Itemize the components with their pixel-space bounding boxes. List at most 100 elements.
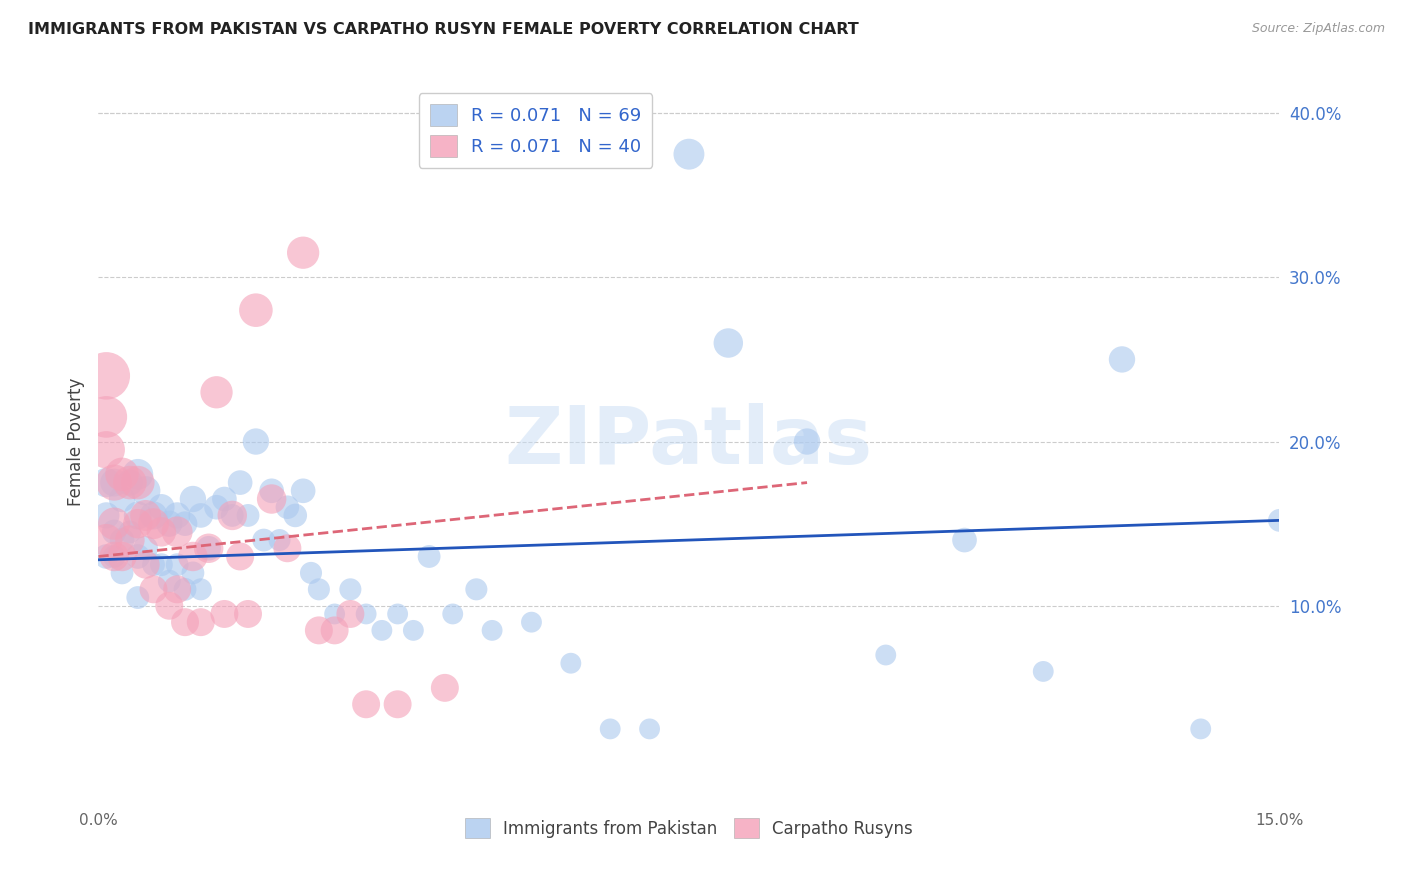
Point: [284, 508, 307, 523]
Point: [269, 533, 291, 547]
Point: [308, 624, 330, 638]
Point: [245, 434, 267, 449]
Point: [174, 516, 197, 531]
Point: [387, 607, 409, 621]
Point: [308, 582, 330, 597]
Point: [276, 500, 298, 515]
Point: [111, 533, 134, 547]
Y-axis label: Female Poverty: Female Poverty: [66, 377, 84, 506]
Point: [135, 558, 157, 572]
Point: [135, 508, 157, 523]
Point: [229, 475, 252, 490]
Point: [465, 582, 488, 597]
Point: [1032, 665, 1054, 679]
Point: [150, 500, 173, 515]
Point: [118, 475, 141, 490]
Point: [111, 491, 134, 506]
Point: [221, 508, 243, 523]
Point: [157, 574, 180, 588]
Point: [260, 491, 283, 506]
Point: [166, 582, 188, 597]
Point: [678, 147, 700, 161]
Point: [135, 541, 157, 556]
Point: [599, 722, 621, 736]
Point: [96, 508, 118, 523]
Point: [418, 549, 440, 564]
Point: [127, 516, 149, 531]
Point: [214, 491, 236, 506]
Point: [354, 607, 377, 621]
Point: [371, 624, 394, 638]
Point: [142, 508, 165, 523]
Point: [103, 475, 125, 490]
Point: [166, 558, 188, 572]
Point: [339, 582, 361, 597]
Point: [875, 648, 897, 662]
Point: [292, 245, 315, 260]
Point: [253, 533, 276, 547]
Point: [127, 549, 149, 564]
Point: [197, 541, 219, 556]
Point: [150, 558, 173, 572]
Point: [174, 615, 197, 630]
Point: [1189, 722, 1212, 736]
Point: [103, 524, 125, 539]
Point: [229, 549, 252, 564]
Point: [481, 624, 503, 638]
Point: [717, 336, 740, 351]
Point: [205, 385, 228, 400]
Point: [103, 475, 125, 490]
Point: [190, 582, 212, 597]
Point: [166, 508, 188, 523]
Point: [339, 607, 361, 621]
Point: [323, 607, 346, 621]
Point: [181, 549, 204, 564]
Point: [127, 467, 149, 482]
Point: [197, 541, 219, 556]
Point: [111, 566, 134, 580]
Point: [560, 657, 582, 671]
Point: [190, 615, 212, 630]
Point: [103, 549, 125, 564]
Point: [354, 698, 377, 712]
Point: [402, 624, 425, 638]
Text: IMMIGRANTS FROM PAKISTAN VS CARPATHO RUSYN FEMALE POVERTY CORRELATION CHART: IMMIGRANTS FROM PAKISTAN VS CARPATHO RUS…: [28, 22, 859, 37]
Point: [118, 475, 141, 490]
Point: [260, 483, 283, 498]
Point: [118, 524, 141, 539]
Point: [142, 582, 165, 597]
Point: [103, 516, 125, 531]
Text: Source: ZipAtlas.com: Source: ZipAtlas.com: [1251, 22, 1385, 36]
Point: [103, 549, 125, 564]
Point: [520, 615, 543, 630]
Point: [292, 483, 315, 498]
Point: [181, 566, 204, 580]
Point: [142, 558, 165, 572]
Point: [111, 467, 134, 482]
Point: [190, 508, 212, 523]
Point: [1268, 513, 1291, 527]
Point: [174, 582, 197, 597]
Point: [214, 607, 236, 621]
Point: [236, 508, 259, 523]
Legend: Immigrants from Pakistan, Carpatho Rusyns: Immigrants from Pakistan, Carpatho Rusyn…: [458, 812, 920, 845]
Point: [127, 475, 149, 490]
Point: [433, 681, 456, 695]
Point: [135, 483, 157, 498]
Point: [221, 508, 243, 523]
Point: [127, 508, 149, 523]
Point: [166, 524, 188, 539]
Point: [96, 409, 118, 424]
Point: [276, 541, 298, 556]
Point: [96, 475, 118, 490]
Point: [157, 516, 180, 531]
Point: [441, 607, 464, 621]
Point: [205, 500, 228, 515]
Point: [111, 549, 134, 564]
Point: [118, 533, 141, 547]
Point: [638, 722, 661, 736]
Point: [157, 599, 180, 613]
Point: [323, 624, 346, 638]
Point: [96, 533, 118, 547]
Text: ZIPatlas: ZIPatlas: [505, 402, 873, 481]
